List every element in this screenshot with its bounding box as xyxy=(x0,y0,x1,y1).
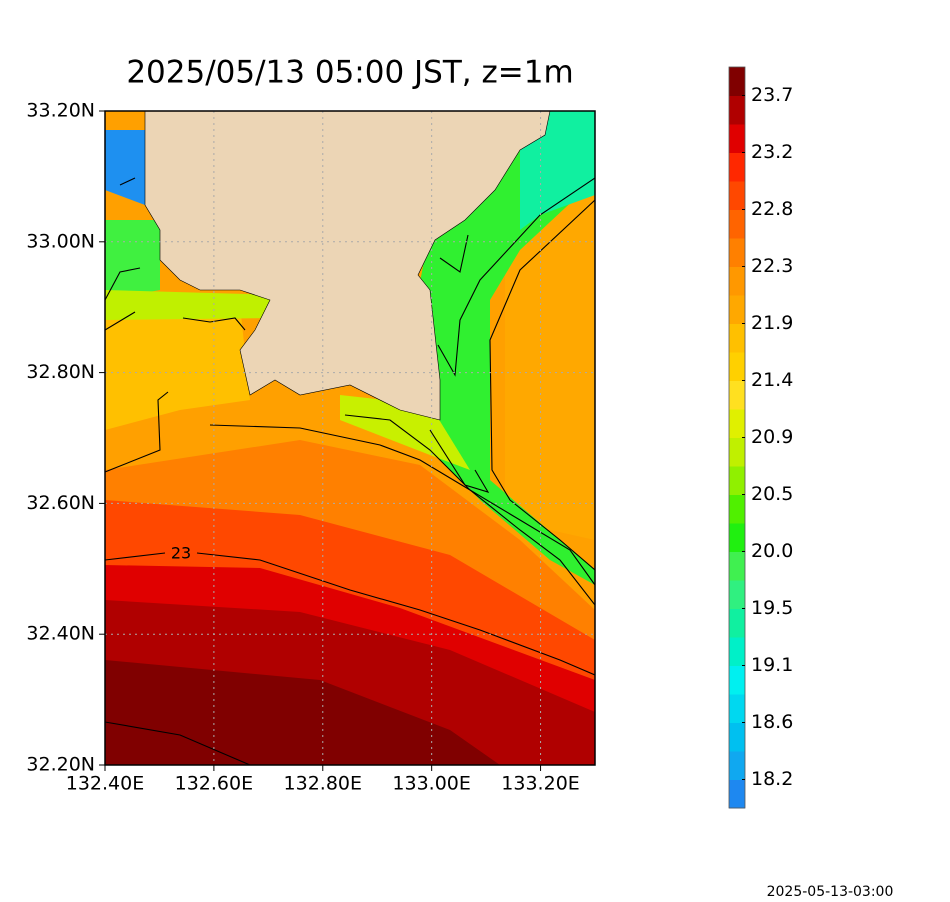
colorbar-band xyxy=(729,722,745,752)
colorbar-band xyxy=(729,209,745,239)
sst-field xyxy=(105,111,595,765)
colorbar-band xyxy=(729,295,745,324)
colorbar-label: 21.4 xyxy=(751,369,793,391)
y-tick-label: 32.20N xyxy=(26,754,95,776)
x-tick-label: 133.00E xyxy=(392,773,471,795)
colorbar-band xyxy=(729,580,745,609)
colorbar-band xyxy=(729,238,745,267)
colorbar-band xyxy=(729,694,745,723)
colorbar-label: 22.3 xyxy=(751,255,793,277)
y-tick-label: 33.20N xyxy=(26,100,95,122)
contour-label: 23 xyxy=(171,544,191,563)
timestamp: 2025-05-13-03:00 xyxy=(767,884,894,900)
colorbar-label: 18.6 xyxy=(751,711,793,733)
x-tick-label: 132.40E xyxy=(66,773,145,795)
colorbar-band xyxy=(729,95,745,125)
colorbar-band xyxy=(729,380,745,410)
x-tick-label: 133.20E xyxy=(501,773,580,795)
y-tick-label: 32.80N xyxy=(26,361,95,383)
colorbar-label: 19.1 xyxy=(751,654,793,676)
colorbar-band xyxy=(729,67,745,96)
colorbar-band xyxy=(729,523,745,552)
x-tick-label: 132.60E xyxy=(175,773,254,795)
colorbar-label: 23.7 xyxy=(751,84,793,106)
colorbar-band xyxy=(729,266,745,296)
colorbar-band xyxy=(729,608,745,638)
colorbar-band xyxy=(729,323,745,353)
colorbar-band xyxy=(729,437,745,467)
colorbar-band xyxy=(729,665,745,695)
colorbar-band xyxy=(729,152,745,182)
colorbar-band xyxy=(729,779,745,809)
colorbar-label: 21.9 xyxy=(751,312,793,334)
colorbar-band xyxy=(729,494,745,524)
colorbar-band xyxy=(729,466,745,495)
colorbar-label: 18.2 xyxy=(751,768,793,790)
colorbar-band xyxy=(729,124,745,153)
y-tick-label: 33.00N xyxy=(26,230,95,252)
colorbar-label: 23.2 xyxy=(751,141,793,163)
colorbar-label: 22.8 xyxy=(751,198,793,220)
colorbar-band xyxy=(729,409,745,438)
map-title: 2025/05/13 05:00 JST, z=1m xyxy=(126,55,573,91)
y-tick-label: 32.40N xyxy=(26,623,95,645)
colorbar-band xyxy=(729,637,745,666)
colorbar-band xyxy=(729,352,745,381)
x-tick-label: 132.80E xyxy=(284,773,363,795)
colorbar-label: 20.0 xyxy=(751,540,793,562)
colorbar-band xyxy=(729,751,745,780)
colorbar-label: 20.9 xyxy=(751,426,793,448)
colorbar-label: 20.5 xyxy=(751,483,793,505)
y-tick-label: 32.60N xyxy=(26,492,95,514)
plot-frame xyxy=(104,110,596,766)
colorbar-band xyxy=(729,551,745,581)
colorbar-label: 19.5 xyxy=(751,597,793,619)
colorbar-band xyxy=(729,181,745,210)
